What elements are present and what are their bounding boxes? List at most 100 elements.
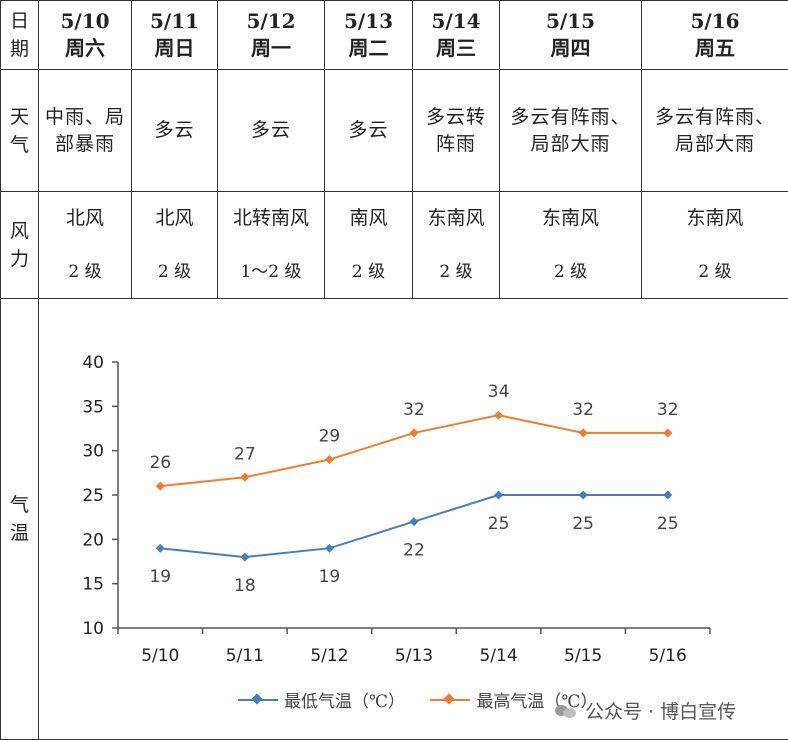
data-label: 32 bbox=[657, 400, 679, 420]
data-point bbox=[324, 455, 334, 465]
day-weekday: 周四 bbox=[550, 36, 591, 60]
day-date: 5/16 bbox=[690, 9, 740, 33]
data-point bbox=[324, 543, 334, 553]
weather-cell: 多云 bbox=[324, 69, 413, 192]
day-header: 5/12 周一 bbox=[217, 0, 325, 70]
x-tick-label: 5/10 bbox=[141, 646, 179, 666]
day-weekday: 周五 bbox=[695, 36, 735, 60]
wind-row: 风力 北风 2 级 北风 2 级 北转南风 1～2 级 南风 2 级 东南风 2 级 东南… bbox=[0, 191, 788, 299]
wind-cell: 北风 2 级 bbox=[131, 191, 218, 299]
wind-direction: 东南风 bbox=[427, 207, 485, 229]
data-point bbox=[663, 490, 673, 500]
data-label: 26 bbox=[149, 453, 171, 473]
day-header: 5/11 周日 bbox=[131, 0, 218, 70]
wind-level: 2 级 bbox=[157, 262, 192, 282]
wind-level: 2 级 bbox=[351, 262, 386, 282]
y-tick-label: 10 bbox=[82, 619, 104, 639]
day-date: 5/10 bbox=[60, 9, 110, 33]
data-point bbox=[578, 490, 588, 500]
wind-level: 2 级 bbox=[698, 262, 732, 282]
x-tick-label: 5/14 bbox=[479, 646, 517, 666]
data-label: 29 bbox=[319, 427, 341, 447]
data-point bbox=[578, 428, 588, 438]
day-header: 5/13 周二 bbox=[324, 0, 413, 70]
data-point bbox=[494, 410, 504, 420]
day-weekday: 周三 bbox=[436, 36, 476, 60]
data-point bbox=[409, 428, 419, 438]
data-point bbox=[240, 472, 250, 482]
wind-direction: 东南风 bbox=[541, 207, 599, 229]
day-header: 5/14 周三 bbox=[412, 0, 500, 70]
data-point bbox=[409, 517, 419, 527]
y-tick-label: 40 bbox=[82, 353, 104, 373]
day-date: 5/11 bbox=[149, 9, 200, 33]
weather-cell: 多云 bbox=[217, 69, 325, 192]
wind-level: 1～2 级 bbox=[240, 262, 302, 282]
y-tick-label: 15 bbox=[82, 575, 104, 595]
wechat-icon bbox=[555, 703, 577, 719]
x-tick-label: 5/11 bbox=[226, 646, 264, 666]
day-date: 5/14 bbox=[431, 9, 481, 33]
weather-cell: 多云有阵雨、局部大雨 bbox=[641, 69, 788, 192]
weather-cell: 多云 bbox=[131, 69, 218, 192]
data-label: 19 bbox=[149, 567, 171, 587]
date-row: 日期 5/10 周六 5/11 周日 5/12 周一 5/13 周二 5/14 周三 5/… bbox=[0, 0, 788, 70]
wind-direction: 东南风 bbox=[686, 207, 744, 229]
x-tick-label: 5/16 bbox=[649, 646, 687, 666]
day-date: 5/13 bbox=[343, 9, 394, 33]
day-weekday: 周六 bbox=[65, 36, 105, 60]
temperature-chart: 10 15 20 25 30 35 40 5/10 5/11 5/12 5/13 5/14 5/15 5/… bbox=[38, 302, 788, 742]
temperature-label: 气温 bbox=[0, 298, 39, 740]
day-date: 5/15 bbox=[545, 9, 596, 33]
day-weekday: 周日 bbox=[154, 36, 195, 60]
weather-label: 天气 bbox=[0, 69, 39, 192]
date-label: 日期 bbox=[0, 0, 39, 70]
wind-cell: 北风 2 级 bbox=[38, 191, 132, 299]
wind-direction: 北风 bbox=[65, 207, 104, 229]
wind-cell: 东南风 2 级 bbox=[412, 191, 500, 299]
data-label: 27 bbox=[234, 444, 256, 464]
data-point bbox=[155, 481, 165, 491]
legend-item-low: 最低气温（℃） bbox=[238, 687, 405, 712]
data-label: 32 bbox=[403, 400, 425, 420]
wind-direction: 南风 bbox=[349, 207, 388, 229]
wind-direction: 北转南风 bbox=[232, 207, 309, 229]
day-header: 5/16 周五 bbox=[641, 0, 788, 70]
weather-row: 天气 中雨、局部暴雨 多云 多云 多云 多云转阵雨 多云有阵雨、局部大雨 多云有… bbox=[0, 69, 788, 192]
day-header: 5/15 周四 bbox=[499, 0, 642, 70]
wind-cell: 北转南风 1～2 级 bbox=[217, 191, 325, 299]
wind-direction: 北风 bbox=[155, 207, 194, 229]
wind-level: 2 级 bbox=[553, 262, 588, 282]
wind-cell: 东南风 2 级 bbox=[499, 191, 642, 299]
data-point bbox=[155, 543, 165, 553]
wind-cell: 东南风 2 级 bbox=[641, 191, 788, 299]
x-tick-label: 5/13 bbox=[395, 646, 433, 666]
temperature-line-chart: 10 15 20 25 30 35 40 5/10 5/11 5/12 5/13 5/14 5/15 5/… bbox=[82, 353, 711, 666]
data-point bbox=[663, 428, 673, 438]
y-tick-label: 20 bbox=[82, 530, 104, 550]
data-label: 25 bbox=[657, 514, 679, 534]
weather-cell: 多云有阵雨、局部大雨 bbox=[499, 69, 642, 192]
wind-level: 2 级 bbox=[439, 262, 473, 282]
x-tick-label: 5/15 bbox=[564, 646, 602, 666]
data-label: 32 bbox=[572, 400, 594, 420]
watermark: 公众号 · 博白宣传 bbox=[555, 697, 736, 724]
wind-label: 风力 bbox=[0, 191, 39, 299]
data-label: 22 bbox=[403, 541, 425, 561]
data-label: 18 bbox=[234, 576, 256, 596]
data-label: 34 bbox=[488, 382, 510, 402]
y-tick-label: 35 bbox=[82, 397, 104, 417]
y-tick-label: 30 bbox=[82, 442, 104, 462]
data-label: 25 bbox=[572, 514, 594, 534]
day-date: 5/12 bbox=[246, 9, 296, 33]
weather-cell: 中雨、局部暴雨 bbox=[38, 69, 132, 192]
legend-swatch-low bbox=[238, 693, 278, 707]
day-header: 5/10 周六 bbox=[38, 0, 132, 70]
y-tick-label: 25 bbox=[82, 486, 104, 506]
data-label: 19 bbox=[319, 567, 341, 587]
data-point bbox=[494, 490, 504, 500]
day-weekday: 周二 bbox=[348, 36, 389, 60]
day-weekday: 周一 bbox=[251, 36, 291, 60]
data-label: 25 bbox=[488, 514, 510, 534]
weather-cell: 多云转阵雨 bbox=[412, 69, 500, 192]
